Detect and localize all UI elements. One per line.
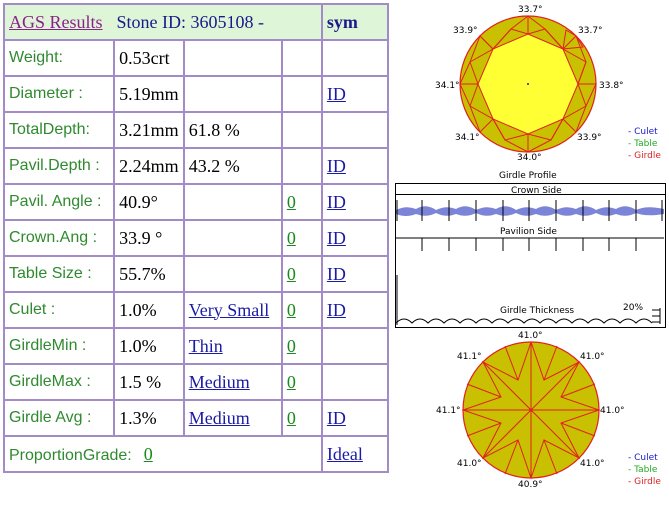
row-id-link[interactable]: ID [326, 83, 346, 104]
crown-diagram [459, 15, 597, 153]
pavilion-side-label: Pavilion Side [500, 227, 557, 237]
pavilion-angle-bottom: 40.9° [518, 480, 543, 490]
table-row: Pavil. Angle : 40.9° 0 ID [2, 183, 390, 221]
crown-angle-top-right: 33.7° [578, 26, 603, 36]
pavilion-diagram [461, 341, 601, 480]
table-row: Table Size : 55.7% 0 ID [2, 255, 390, 293]
row-zero-link[interactable]: 0 [286, 227, 296, 248]
row-label: Culet : [9, 301, 56, 318]
row-label: Diameter : [9, 85, 83, 102]
crown-angle-left: 34.1° [435, 81, 460, 91]
pavilion-angle-top: 41.0° [518, 331, 543, 341]
crown-angle-bottom-left: 34.1° [455, 133, 480, 143]
row-extra: 61.8 % [188, 119, 240, 140]
row-label: Pavil. Angle : [9, 193, 102, 210]
girdle-profile-graph [396, 200, 664, 325]
row-value: 40.9° [119, 191, 158, 212]
row-id-link[interactable]: ID [326, 407, 346, 428]
header-cell: AGS Results Stone ID: 3605108 - [3, 3, 323, 41]
pavilion-angle-bottom-right: 41.0° [580, 459, 605, 469]
row-label: Weight: [9, 49, 63, 66]
crown-angle-bottom-right: 33.9° [577, 133, 602, 143]
row-label: Table Size : [9, 265, 92, 282]
row-id-link[interactable]: ID [326, 191, 346, 212]
table-row: TotalDepth: 3.21mm 61.8 % [2, 111, 390, 149]
crown-angle-top-left: 33.9° [453, 26, 478, 36]
pavilion-legend: - Culet - Table - Girdle [628, 452, 661, 488]
row-label: Crown.Ang : [9, 229, 98, 246]
pavilion-angle-left: 41.1° [436, 406, 461, 416]
row-label: Girdle Avg : [9, 409, 92, 426]
girdle-thickness-percent: 20% [623, 303, 644, 313]
row-value: 5.19mm [119, 83, 179, 104]
row-value: 33.9 ° [119, 227, 163, 248]
row-value: 3.21mm [119, 119, 179, 140]
crown-side-divider [396, 194, 665, 195]
pavilion-angle-top-right: 41.0° [580, 352, 605, 362]
row-label: GirdleMax : [9, 373, 91, 390]
stone-id: Stone ID: 3605108 - [116, 11, 265, 32]
ideal-link[interactable]: Ideal [326, 443, 363, 464]
row-zero-link[interactable]: 0 [286, 191, 296, 212]
row-value: 1.0% [119, 299, 157, 320]
row-label: GirdleMin : [9, 337, 87, 354]
row-extra: 43.2 % [188, 155, 240, 176]
crown-angle-bottom: 34.0° [517, 153, 542, 163]
row-zero-link[interactable]: 0 [286, 335, 296, 356]
legend-girdle: - Girdle [628, 151, 661, 161]
row-extra-link[interactable]: Very Small [188, 299, 270, 320]
sym-header: sym [320, 3, 390, 41]
girdle-profile-title: Girdle Profile [499, 171, 557, 181]
legend-culet: - Culet [628, 453, 658, 463]
table-row: Culet : 1.0% Very Small 0 ID [2, 291, 390, 329]
row-extra-link[interactable]: Medium [188, 407, 250, 428]
pavilion-angle-top-left: 41.1° [457, 352, 482, 362]
girdle-profile-box [395, 183, 666, 328]
pavilion-angle-right: 41.0° [600, 406, 625, 416]
proportion-grade-row: ProportionGrade: 0 Ideal [3, 435, 390, 473]
row-zero-link[interactable]: 0 [286, 263, 296, 284]
table-row: Diameter : 5.19mm ID [2, 75, 390, 113]
row-id-link[interactable]: ID [326, 299, 346, 320]
table-row: GirdleMin : 1.0% Thin 0 [2, 327, 390, 365]
proportion-zero-link[interactable]: 0 [143, 443, 153, 464]
row-id-link[interactable]: ID [326, 227, 346, 248]
girdle-thickness-label: Girdle Thickness [500, 306, 575, 316]
table-row: Pavil.Depth : 2.24mm 43.2 % ID [2, 147, 390, 185]
legend-culet: - Culet [628, 127, 658, 137]
row-label: Pavil.Depth : [9, 157, 100, 174]
row-id-link[interactable]: ID [326, 155, 346, 176]
crown-legend: - Culet - Table - Girdle [628, 126, 661, 162]
row-zero-link[interactable]: 0 [286, 371, 296, 392]
legend-girdle: - Girdle [628, 477, 661, 487]
row-label: TotalDepth: [9, 121, 90, 138]
pavilion-angle-bottom-left: 41.0° [457, 459, 482, 469]
row-zero-link[interactable]: 0 [286, 299, 296, 320]
header-row: AGS Results Stone ID: 3605108 - sym [3, 3, 390, 41]
crown-angle-right: 33.8° [599, 81, 624, 91]
ags-results-link[interactable]: AGS Results [9, 11, 103, 32]
table-row: Crown.Ang : 33.9 ° 0 ID [2, 219, 390, 257]
table-row: Weight: 0.53crt [2, 39, 390, 77]
row-value: 2.24mm [119, 155, 179, 176]
row-value: 1.0% [119, 335, 157, 356]
row-id-link[interactable]: ID [326, 263, 346, 284]
row-value: 0.53crt [119, 47, 170, 68]
row-extra-link[interactable]: Thin [188, 335, 223, 356]
crown-angle-top: 33.7° [518, 5, 543, 15]
row-value: 55.7% [119, 263, 166, 284]
table-row: GirdleMax : 1.5 % Medium 0 [2, 363, 390, 401]
row-value: 1.5 % [119, 371, 162, 392]
row-value: 1.3% [119, 407, 157, 428]
table-row: Girdle Avg : 1.3% Medium 0 ID [2, 399, 390, 437]
results-table: AGS Results Stone ID: 3605108 - sym Weig… [2, 3, 390, 473]
row-extra-link[interactable]: Medium [188, 371, 250, 392]
legend-table: - Table [628, 139, 658, 149]
row-zero-link[interactable]: 0 [286, 407, 296, 428]
legend-table: - Table [628, 465, 658, 475]
crown-side-label: Crown Side [511, 186, 562, 196]
proportion-grade-label: ProportionGrade: [9, 446, 132, 464]
